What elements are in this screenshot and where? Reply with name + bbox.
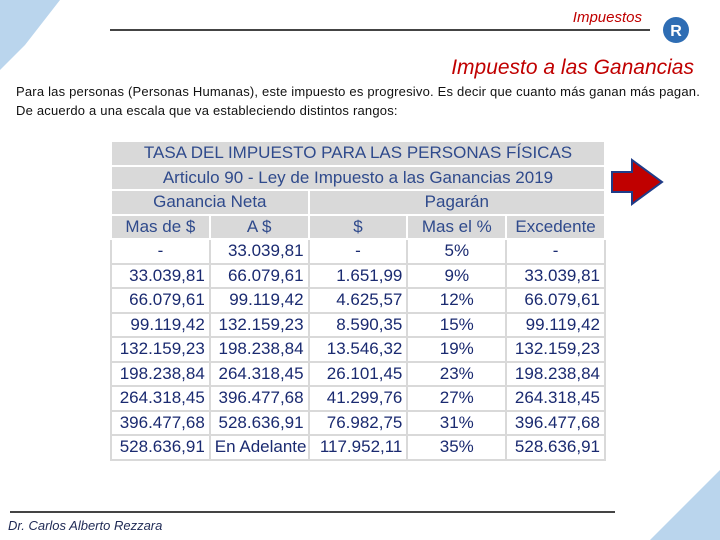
table-row: 198.238,84 264.318,45 26.101,45 23% 198.238,…	[110, 360, 606, 387]
table-cell: 396.477,68	[110, 409, 211, 436]
table-cell: 5%	[406, 238, 508, 265]
table-cell: 198.238,84	[110, 360, 211, 387]
table-cell: 33.039,81	[208, 238, 310, 265]
section-label: Impuestos	[572, 9, 642, 26]
table-row: -33.039,81-5% -	[110, 238, 606, 265]
table-cell: 528.636,91	[208, 409, 310, 436]
table-cell: -	[505, 238, 606, 265]
table-cell: 264.318,45	[110, 385, 211, 412]
column-header: Mas el %	[406, 213, 508, 240]
slide-title: Impuesto a las Ganancias	[451, 56, 694, 79]
table-title: TASA DEL IMPUESTO PARA LAS PERSONAS FÍSI…	[110, 140, 606, 167]
table-cell: 396.477,68	[505, 409, 606, 436]
logo-text: R	[670, 23, 682, 40]
table-cell: 117.952,11	[307, 434, 409, 461]
column-header: Excedente	[505, 213, 606, 240]
table-cell: 4.625,57	[307, 287, 409, 314]
table-row: 396.477,68 528.636,91 76.982,75 31% 396.477,…	[110, 409, 606, 436]
logo	[663, 17, 689, 43]
table-cell: 12%	[406, 287, 508, 314]
corner-shape	[0, 0, 60, 70]
table-cell: 27%	[406, 385, 508, 412]
table-cell: 31%	[406, 409, 508, 436]
table-cell: 26.101,45	[307, 360, 409, 387]
table-cell: 132.159,23	[110, 336, 211, 363]
table-cell: 13.546,32	[307, 336, 409, 363]
table-cell: 8.590,35	[307, 311, 409, 338]
table-cell: 198.238,84	[208, 336, 310, 363]
table-cell: 33.039,81	[505, 262, 606, 289]
table-cell: -	[110, 238, 211, 265]
column-header: $	[307, 213, 409, 240]
arrow	[611, 158, 664, 206]
table-cell: 35%	[406, 434, 508, 461]
table-subtitle: Articulo 90 - Ley de Impuesto a las Gana…	[110, 164, 606, 191]
table-cell: 76.982,75	[307, 409, 409, 436]
table-cell: 66.079,61	[208, 262, 310, 289]
column-header: A $	[208, 213, 310, 240]
table-row: 264.318,45 396.477,68 41.299,76 27% 264.318,…	[110, 385, 606, 412]
table-cell: 9%	[406, 262, 508, 289]
table-row: Articulo 90 - Ley de Impuesto a las Gana…	[110, 164, 606, 191]
table-cell: 19%	[406, 336, 508, 363]
table-cell: 23%	[406, 360, 508, 387]
table-cell: 396.477,68	[208, 385, 310, 412]
column-header: Mas de $	[110, 213, 211, 240]
table-cell: -	[307, 238, 409, 265]
corner-shape	[650, 470, 720, 540]
table-row: 132.159,23 198.238,84 13.546,32 19% 132.159,…	[110, 336, 606, 363]
table-cell: 66.079,61	[505, 287, 606, 314]
table-cell: 528.636,91	[110, 434, 211, 461]
table-row: 528.636,91 En Adelante 117.952,11 35% 528.63…	[110, 434, 606, 461]
table-row: Ganancia Neta Pagarán	[110, 189, 607, 216]
table-row: TASA DEL IMPUESTO PARA LAS PERSONAS FÍSI…	[110, 140, 606, 167]
intro-text: Para las personas (Personas Humanas), es…	[16, 84, 701, 118]
table-row: Mas de $ A $ $ Mas el % Excedente	[110, 213, 606, 240]
group-header: Pagarán	[307, 189, 607, 216]
table-row: 66.079,61 99.119,42 4.625,57 12% 66.079,61	[110, 287, 606, 314]
table-cell: 264.318,45	[208, 360, 310, 387]
table-cell: 99.119,42	[505, 311, 606, 338]
table-cell: 1.651,99	[307, 262, 409, 289]
table-row: 33.039,81 66.079,61 1.651,99 9% 33.039,81	[110, 262, 606, 289]
table-cell: 99.119,42	[110, 311, 211, 338]
table-cell: 132.159,23	[505, 336, 606, 363]
tax-table: TASA DEL IMPUESTO PARA LAS PERSONAS FÍSI…	[110, 140, 607, 461]
table-cell: 15%	[406, 311, 508, 338]
table-cell: En Adelante	[208, 434, 310, 461]
group-header: Ganancia Neta	[110, 189, 310, 216]
table-cell: 264.318,45	[505, 385, 606, 412]
table-cell: 132.159,23	[208, 311, 310, 338]
table-row: 99.119,42 132.159,23 8.590,35 15% 99.119,42	[110, 311, 606, 338]
table-cell: 198.238,84	[505, 360, 606, 387]
table-cell: 33.039,81	[110, 262, 211, 289]
table-cell: 66.079,61	[110, 287, 211, 314]
table-cell: 99.119,42	[208, 287, 310, 314]
author: Dr. Carlos Alberto Rezzara	[8, 518, 163, 533]
table-cell: 528.636,91	[505, 434, 606, 461]
table-cell: 41.299,76	[307, 385, 409, 412]
